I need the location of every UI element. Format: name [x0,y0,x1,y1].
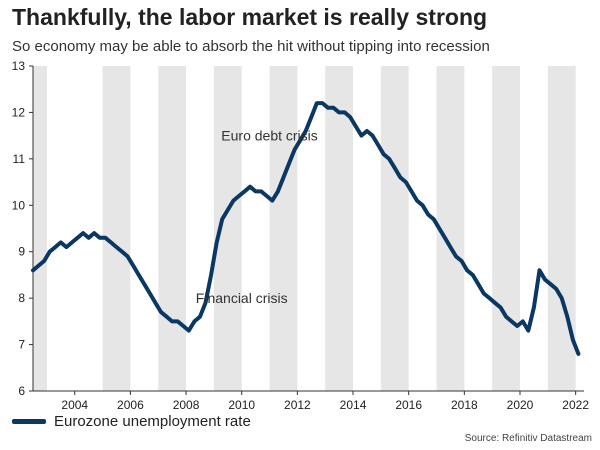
shaded-year-band [158,66,187,391]
x-tick-label: 2018 [451,398,478,410]
annotation-label: Financial crisis [196,290,288,306]
x-tick-label: 2010 [228,398,255,410]
unemployment-line-chart: 6 7 8 9 10 11 12 13 2004 2006 2008 2010 2012 2014 2016… [12,59,590,410]
x-tick-label: 2020 [507,398,534,410]
legend-line-swatch [12,419,46,424]
shaded-year-band [380,66,409,391]
source-note: Source: Refinitiv Datastream [464,433,592,444]
x-tick-label: 2022 [562,398,589,410]
y-tick-label: 6 [18,384,25,398]
annotation-label: Euro debt crisis [221,128,317,144]
shaded-year-band [269,66,298,391]
chart-legend: Eurozone unemployment rate [12,413,251,430]
y-tick-label: 7 [18,338,25,352]
shaded-year-band [547,66,576,391]
x-tick-label: 2004 [61,398,88,410]
shaded-year-band [33,66,47,391]
y-tick-label: 9 [18,245,25,259]
chart-subtitle: So economy may be able to absorb the hit… [12,38,490,55]
shaded-year-band [325,66,354,391]
x-tick-label: 2014 [340,398,367,410]
y-tick-label: 10 [12,198,26,212]
x-tick-label: 2008 [173,398,200,410]
y-tick-label: 8 [18,291,25,305]
chart-title: Thankfully, the labor market is really s… [12,4,488,30]
legend-label: Eurozone unemployment rate [54,413,251,430]
x-tick-label: 2012 [284,398,311,410]
series-line-eurozone-unemployment [31,101,581,356]
x-tick-label: 2006 [117,398,144,410]
shaded-year-band [102,66,131,391]
y-tick-label: 12 [12,105,26,119]
y-tick-label: 11 [13,152,26,166]
y-tick-label: 13 [12,59,26,73]
shaded-year-band [492,66,520,391]
x-tick-label: 2016 [395,398,422,410]
